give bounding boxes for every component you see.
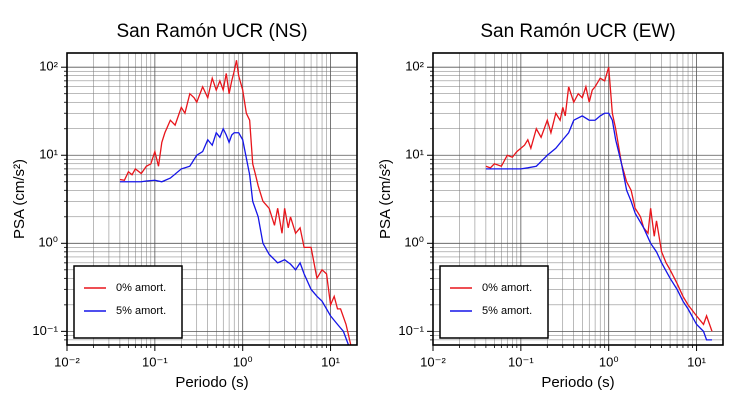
series-line bbox=[119, 127, 350, 345]
x-tick-label: 10⁻² bbox=[420, 354, 446, 369]
chart-title: San Ramón UCR (NS) bbox=[116, 21, 307, 42]
y-tick-label: 10⁰ bbox=[38, 235, 58, 250]
plot-frame bbox=[66, 52, 358, 346]
legend-box bbox=[439, 265, 549, 339]
y-axis-label: PSA (cm/s²) bbox=[11, 159, 28, 239]
chart: 10⁻² 10⁻¹ 10⁰ 10¹ 10⁻¹ 10⁰ 10¹ 10² 0% amort. 5% a… bbox=[377, 21, 724, 391]
y-tick-label: 10¹ bbox=[39, 147, 58, 162]
legend-label: 0% amort. bbox=[482, 282, 532, 294]
x-tick-label: 10⁰ bbox=[599, 354, 619, 369]
chart-title: San Ramón UCR (EW) bbox=[480, 21, 675, 42]
y-tick-label: 10⁻¹ bbox=[32, 323, 58, 338]
y-tick-label: 10² bbox=[405, 59, 424, 74]
legend-box bbox=[73, 265, 183, 339]
y-tick-label: 10¹ bbox=[405, 147, 424, 162]
legend-label: 0% amort. bbox=[116, 282, 166, 294]
chart: 10⁻² 10⁻¹ 10⁰ 10¹ 10⁻¹ 10⁰ 10¹ 10² 0% amort. 5% a… bbox=[11, 21, 358, 391]
y-tick-label: 10⁻¹ bbox=[398, 323, 424, 338]
y-axis-label: PSA (cm/s²) bbox=[377, 159, 394, 239]
series-line bbox=[485, 67, 713, 332]
legend-label: 5% amort. bbox=[116, 305, 166, 317]
x-axis-label: Periodo (s) bbox=[175, 374, 248, 391]
x-tick-label: 10⁻¹ bbox=[508, 354, 534, 369]
y-tick-label: 10² bbox=[39, 59, 58, 74]
x-tick-label: 10⁰ bbox=[233, 354, 253, 369]
legend-label: 5% amort. bbox=[482, 305, 532, 317]
x-tick-label: 10⁻² bbox=[54, 354, 80, 369]
y-tick-label: 10⁰ bbox=[404, 235, 424, 250]
plot-frame bbox=[432, 52, 724, 346]
x-tick-label: 10¹ bbox=[321, 354, 340, 369]
x-tick-label: 10¹ bbox=[687, 354, 706, 369]
x-axis-label: Periodo (s) bbox=[541, 374, 614, 391]
series-line bbox=[485, 112, 713, 341]
x-tick-label: 10⁻¹ bbox=[142, 354, 168, 369]
series-line bbox=[119, 60, 352, 345]
